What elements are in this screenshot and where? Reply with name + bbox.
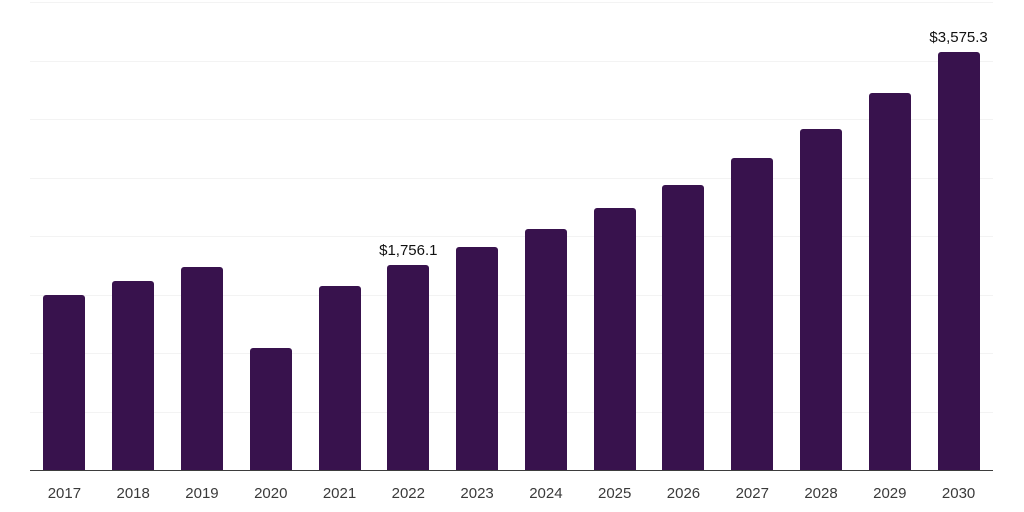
gridline-2500 bbox=[30, 177, 993, 179]
gridline-2000 bbox=[30, 236, 993, 237]
x-tick-label-2020: 2020 bbox=[254, 485, 288, 502]
bar-2023 bbox=[456, 247, 499, 470]
bar-2028 bbox=[800, 128, 843, 470]
bar-2020 bbox=[249, 348, 292, 470]
bar-value-label-2022: $1,756.1 bbox=[379, 241, 438, 259]
x-tick-label-2022: 2022 bbox=[391, 485, 425, 502]
bar-2018 bbox=[112, 281, 155, 470]
x-tick-label-2024: 2024 bbox=[529, 485, 563, 502]
bar-2030 bbox=[937, 51, 980, 470]
bar-2021 bbox=[318, 286, 361, 470]
gridline-3500 bbox=[30, 60, 993, 62]
x-tick-label-2026: 2026 bbox=[666, 485, 701, 502]
x-tick-label-2019: 2019 bbox=[185, 485, 219, 502]
bar-2017 bbox=[43, 295, 86, 470]
x-tick-label-2027: 2027 bbox=[735, 485, 769, 502]
x-tick-label-2021: 2021 bbox=[322, 485, 357, 502]
bar-2025 bbox=[593, 208, 636, 470]
gridline-500 bbox=[30, 411, 993, 413]
x-axis: 2017 2018 2019 2020 2021 2022 2023 2024 2025 2026… bbox=[30, 484, 993, 506]
x-tick-label-2023: 2023 bbox=[460, 485, 494, 502]
x-tick-label-2025: 2025 bbox=[597, 485, 632, 502]
bar-2027 bbox=[731, 157, 774, 470]
gridline-4000 bbox=[30, 2, 993, 3]
x-tick-label-2017: 2017 bbox=[47, 485, 82, 502]
bar-value-label-2030: $3,575.3 bbox=[929, 28, 988, 46]
bar-2022 bbox=[387, 264, 430, 470]
x-tick-label-2029: 2029 bbox=[873, 485, 907, 502]
gridline-3000 bbox=[30, 119, 993, 120]
gridline-1000 bbox=[30, 353, 993, 354]
bar-2029 bbox=[868, 92, 911, 470]
bar-2026 bbox=[662, 184, 705, 470]
gridline-1500 bbox=[30, 294, 993, 296]
x-tick-label-2018: 2018 bbox=[116, 485, 150, 502]
bar-2024 bbox=[524, 229, 567, 470]
x-tick-label-2030: 2030 bbox=[941, 485, 976, 502]
bar-2019 bbox=[180, 267, 223, 470]
x-tick-label-2028: 2028 bbox=[804, 485, 838, 502]
plot-area: $1,756.1 $3,575.3 bbox=[30, 2, 993, 471]
